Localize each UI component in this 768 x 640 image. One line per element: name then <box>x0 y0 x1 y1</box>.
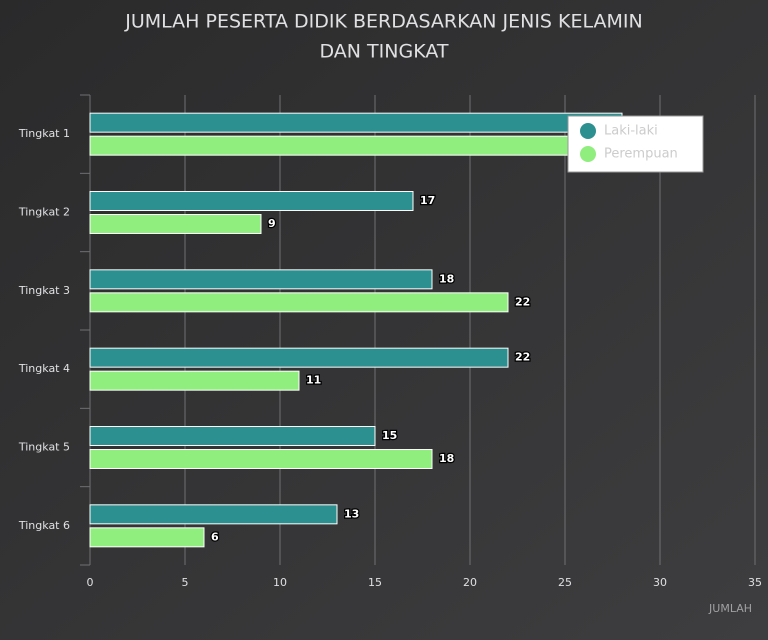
value-label: 18 <box>439 272 454 285</box>
bar <box>89 191 414 211</box>
x-tick-label: 5 <box>182 576 189 589</box>
chart-title: JUMLAH PESERTA DIDIK BERDASARKAN JENIS K… <box>124 11 642 33</box>
x-tick-label: 0 <box>87 576 94 589</box>
bar <box>89 112 623 133</box>
value-label: 17 <box>420 194 435 207</box>
value-label: 22 <box>515 295 530 308</box>
bar <box>89 214 262 234</box>
bar <box>89 504 338 525</box>
value-label: 18 <box>439 452 454 465</box>
x-tick-label: 15 <box>368 576 382 589</box>
y-tick-label: Tingkat 5 <box>18 441 70 454</box>
x-axis-label: JUMLAH <box>708 602 752 615</box>
legend-marker <box>580 123 596 139</box>
value-label: 11 <box>306 374 321 387</box>
x-tick-label: 25 <box>558 576 572 589</box>
y-tick-label: Tingkat 6 <box>18 519 70 532</box>
bar <box>89 269 433 290</box>
bar <box>89 426 376 446</box>
bar <box>89 527 205 548</box>
legend-label: Laki-laki <box>604 124 658 139</box>
value-label: 22 <box>515 351 530 364</box>
bar <box>89 449 433 469</box>
value-label: 13 <box>344 507 359 520</box>
chart-title: DAN TINGKAT <box>320 41 449 63</box>
bar <box>89 292 509 313</box>
y-tick-label: Tingkat 2 <box>18 206 70 219</box>
x-tick-label: 20 <box>463 576 477 589</box>
bar <box>89 135 585 156</box>
bar <box>89 370 300 391</box>
x-tick-label: 30 <box>653 576 667 589</box>
value-label: 6 <box>211 530 219 543</box>
y-tick-label: Tingkat 4 <box>18 362 70 375</box>
x-tick-label: 35 <box>748 576 762 589</box>
legend-label: Perempuan <box>604 147 678 162</box>
y-tick-label: Tingkat 3 <box>18 284 70 297</box>
bar <box>89 347 509 368</box>
y-tick-label: Tingkat 1 <box>18 127 70 140</box>
value-label: 15 <box>382 429 397 442</box>
legend-marker <box>580 146 596 162</box>
x-tick-label: 10 <box>273 576 287 589</box>
value-label: 9 <box>268 217 276 230</box>
